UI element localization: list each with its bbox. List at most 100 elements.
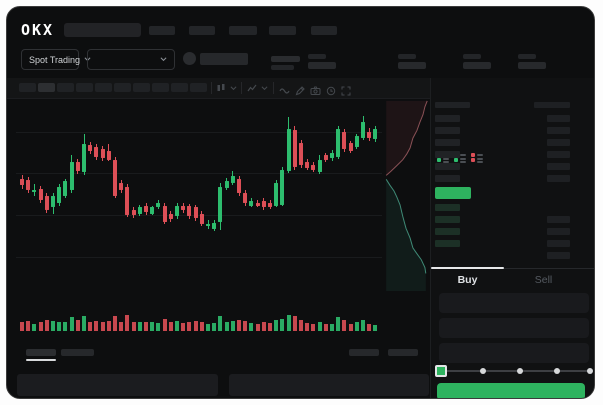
snapshot-button[interactable]: [310, 83, 321, 101]
volume-bar: [75, 320, 80, 331]
history-button[interactable]: [326, 83, 336, 101]
bid-row[interactable]: [431, 204, 594, 214]
volume-bar: [20, 321, 24, 331]
slider-handle-icon[interactable]: [435, 365, 447, 377]
candle-body: [373, 129, 378, 139]
draw-tools-button[interactable]: [295, 83, 305, 101]
bid-row[interactable]: [431, 216, 594, 226]
ask-row[interactable]: [431, 139, 594, 149]
slider-stop-25[interactable]: [480, 368, 486, 374]
volume-bar: [311, 323, 316, 331]
stat-value-placeholder: [463, 62, 491, 69]
volume-bar: [69, 317, 74, 331]
timeframe-button[interactable]: [57, 83, 74, 92]
candle-body: [100, 148, 105, 158]
last-price-highlight[interactable]: [435, 187, 471, 199]
bid-row[interactable]: [431, 228, 594, 238]
percent-slider[interactable]: [435, 365, 593, 377]
volume-bar: [354, 322, 359, 331]
pair-selector[interactable]: [87, 49, 175, 70]
timeframe-button[interactable]: [152, 83, 169, 92]
chevron-down-icon: [160, 57, 167, 62]
candle-body: [212, 222, 217, 229]
market-type-selector[interactable]: Spot Trading: [21, 49, 91, 70]
candle-body: [311, 165, 316, 170]
candle-body: [280, 169, 285, 205]
overlay-wave-button[interactable]: [279, 83, 290, 101]
volume-bar: [336, 317, 341, 331]
timeframe-button[interactable]: [114, 83, 131, 92]
volume-bar: [292, 316, 297, 331]
timeframe-button[interactable]: [76, 83, 93, 92]
ask-row[interactable]: [431, 127, 594, 137]
price-input[interactable]: [439, 293, 589, 313]
volume-bar: [88, 321, 93, 331]
clock-icon: [326, 86, 336, 96]
amount-input[interactable]: [439, 318, 589, 338]
gridline: [16, 257, 382, 258]
search-input[interactable]: [64, 23, 141, 37]
volume-bar: [249, 322, 254, 331]
candle-body: [32, 190, 37, 193]
candlestick-chart[interactable]: [16, 95, 382, 293]
volume-bar: [206, 323, 210, 331]
volume-bar: [342, 320, 347, 331]
tab-sell[interactable]: Sell: [534, 274, 553, 286]
timeframe-button[interactable]: [190, 83, 207, 92]
volume-bar: [38, 322, 43, 331]
nav-item-placeholder[interactable]: [189, 26, 215, 35]
interval-candle-icon: [217, 84, 225, 91]
slider-stop-100[interactable]: [587, 368, 593, 374]
candle-body: [187, 205, 192, 217]
volume-bar: [280, 318, 285, 331]
ask-row[interactable]: [431, 175, 594, 185]
order-history-tab[interactable]: [61, 349, 94, 356]
timeframe-button[interactable]: [171, 83, 188, 92]
volume-bar: [187, 321, 192, 331]
volume-bar: [212, 322, 217, 331]
indicator-selector[interactable]: [247, 83, 268, 93]
candle-body: [88, 145, 93, 151]
candle-body: [348, 142, 353, 151]
fullscreen-button[interactable]: [341, 83, 351, 101]
bid-row[interactable]: [431, 252, 594, 262]
ask-row[interactable]: [431, 115, 594, 125]
total-input[interactable]: [439, 343, 589, 363]
timeframe-button[interactable]: [133, 83, 150, 92]
buy-submit-button[interactable]: [437, 383, 585, 398]
nav-item-placeholder[interactable]: [311, 26, 337, 35]
stat-label-placeholder: [463, 54, 481, 59]
candle-body: [113, 159, 117, 196]
slider-stop-50[interactable]: [517, 368, 523, 374]
ask-row[interactable]: [431, 151, 594, 161]
orders-tab-active[interactable]: [26, 349, 56, 356]
candle-body: [323, 155, 328, 160]
bid-row[interactable]: [431, 240, 594, 250]
slider-stop-75[interactable]: [554, 368, 560, 374]
stat-value-placeholder: [308, 62, 336, 69]
timeframe-button[interactable]: [19, 83, 36, 92]
nav-item-placeholder[interactable]: [269, 26, 296, 35]
candle-body: [286, 129, 291, 172]
volume-bar: [51, 320, 55, 331]
chevron-down-icon: [230, 85, 237, 90]
nav-item-placeholder[interactable]: [229, 26, 257, 35]
timeframe-button-active[interactable]: [38, 83, 55, 92]
fullscreen-icon: [341, 86, 351, 96]
bottom-action-placeholder[interactable]: [349, 349, 379, 356]
volume-bar: [305, 322, 310, 331]
nav-item-placeholder[interactable]: [149, 26, 175, 35]
timeframe-button[interactable]: [95, 83, 112, 92]
ask-row[interactable]: [431, 163, 594, 173]
bottom-action-placeholder[interactable]: [388, 349, 418, 356]
volume-bar: [193, 320, 198, 331]
candle-wick: [33, 184, 35, 196]
volume-pane: [16, 295, 382, 337]
draw-pencil-icon: [295, 86, 305, 96]
stat-label-placeholder: [398, 54, 416, 59]
candle-style-selector[interactable]: [216, 83, 237, 93]
depth-chart: [383, 95, 429, 291]
candle-body: [224, 181, 229, 189]
book-asks-icon[interactable]: [471, 153, 484, 164]
tab-buy[interactable]: Buy: [457, 274, 478, 286]
